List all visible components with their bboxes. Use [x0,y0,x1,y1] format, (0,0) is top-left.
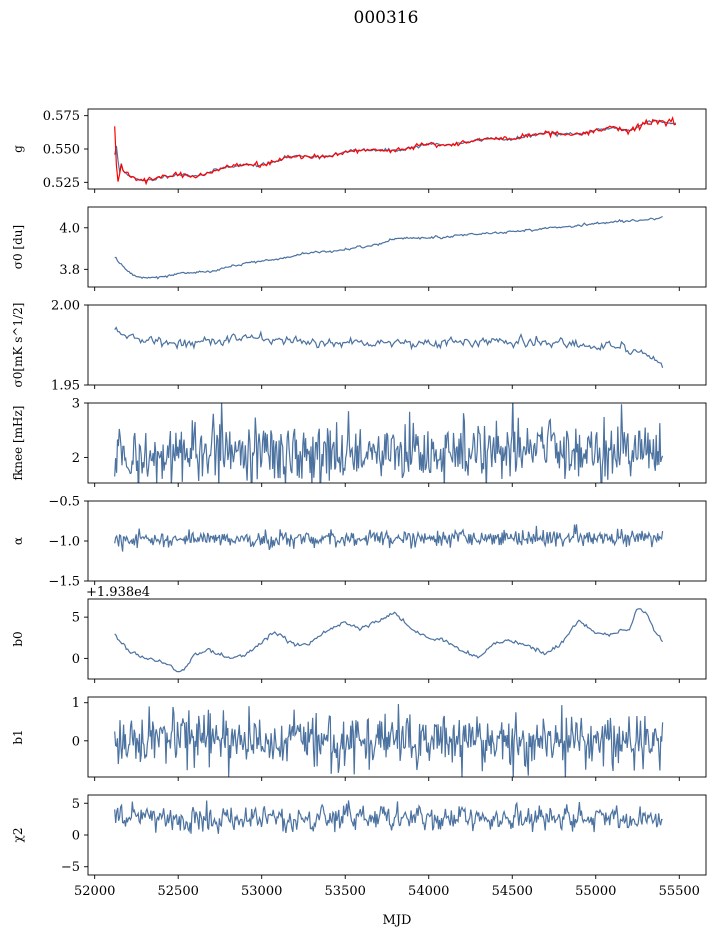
data-line [114,215,663,280]
panel-sigma0_mk: 1.95 2.00 σ0[mK s^1/2] [11,299,707,394]
y-tick-label: 5 [72,611,80,626]
subplots: 0.525 0.550 0.575 g 3.8 4.0 σ0 [du] 1.95 2.00 σ0[… [11,108,707,899]
data-line [114,608,664,673]
axes-frame [87,598,707,680]
data-line [114,403,664,483]
axes-frame [87,206,707,288]
panel-b0: 0 5 b0 +1.938e4 [11,585,707,683]
y-axis-label: σ0[mK s^1/2] [11,303,25,388]
y-axis-label: b1 [11,729,25,744]
data-line [114,326,664,368]
x-tick-label: 53500 [325,884,366,899]
x-tick-label: 54000 [408,884,449,899]
x-tick-label: 55500 [659,884,700,899]
y-tick-label: −5 [61,860,80,875]
y-axis-label: b0 [11,631,25,646]
panel-sigma0_du: 3.8 4.0 σ0 [du] [11,206,707,291]
x-tick-label: 52500 [158,884,199,899]
x-tick-label: 55000 [575,884,616,899]
y-tick-label: 0.550 [43,143,80,158]
y-tick-label: 0.525 [43,176,80,191]
y-axis-label: fknee [mHz] [11,406,25,481]
y-tick-label: 3.8 [59,263,80,278]
fit-line [114,116,677,186]
x-tick-label: 52000 [74,884,115,899]
y-tick-label: 0 [72,829,80,844]
y-tick-label: 4.0 [59,221,80,236]
x-axis-label: MJD [383,913,412,928]
figure-title: 000316 [354,8,419,28]
data-line [114,119,677,182]
panel-b1: 0 1 b1 [11,696,707,781]
x-tick-label: 53000 [241,884,282,899]
data-line [114,800,663,834]
x-tick-label: 54500 [492,884,533,899]
axes-frame [87,304,707,386]
y-tick-label: 1 [72,696,80,711]
panel-alpha: −1.5 −1.0 −0.5 α [11,495,707,590]
data-line [114,524,664,552]
y-tick-label: 5 [72,797,80,812]
y-tick-label: −1.5 [48,575,80,590]
panel-chi2: −5 0 5 52000 52500 53000 53500 54000 54500 55000 5… [11,794,707,899]
offset-label: +1.938e4 [86,585,150,600]
data-line [114,703,664,777]
y-tick-label: 0 [72,734,80,749]
y-tick-label: 0.575 [43,109,80,124]
panel-g: 0.525 0.550 0.575 g [11,108,707,193]
y-tick-label: 2 [72,451,80,466]
y-axis-label: α [11,537,25,545]
panel-fknee: 2 3 fknee [mHz] [11,397,707,487]
y-axis-label: χ2 [11,828,25,843]
y-tick-label: 2.00 [51,299,80,314]
axes-frame [87,696,707,778]
y-tick-label: 1.95 [51,379,80,394]
y-axis-label: σ0 [du] [11,225,25,269]
y-tick-label: 0 [72,652,80,667]
y-tick-label: 3 [72,397,80,412]
axes-frame [87,402,707,484]
y-tick-label: −0.5 [48,495,80,510]
y-tick-label: −1.0 [48,535,80,550]
y-axis-label: g [11,145,25,153]
